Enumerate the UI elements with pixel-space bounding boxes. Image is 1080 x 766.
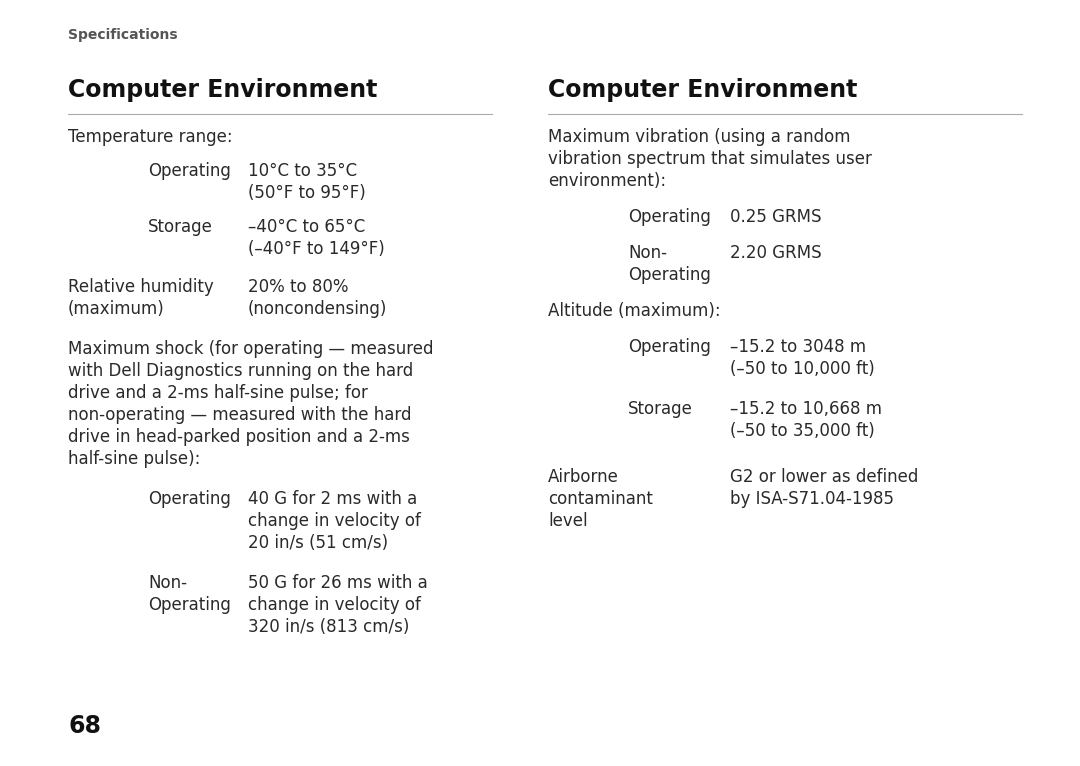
Text: 20 in/s (51 cm/s): 20 in/s (51 cm/s): [248, 534, 388, 552]
Text: 10°C to 35°C: 10°C to 35°C: [248, 162, 357, 180]
Text: (–50 to 10,000 ft): (–50 to 10,000 ft): [730, 360, 875, 378]
Text: contaminant: contaminant: [548, 490, 653, 508]
Text: Computer Environment: Computer Environment: [68, 78, 377, 102]
Text: Operating: Operating: [627, 338, 711, 356]
Text: change in velocity of: change in velocity of: [248, 512, 421, 530]
Text: drive in head-parked position and a 2-ms: drive in head-parked position and a 2-ms: [68, 428, 410, 446]
Text: non-operating — measured with the hard: non-operating — measured with the hard: [68, 406, 411, 424]
Text: Non-: Non-: [627, 244, 667, 262]
Text: Temperature range:: Temperature range:: [68, 128, 232, 146]
Text: (noncondensing): (noncondensing): [248, 300, 388, 318]
Text: 68: 68: [68, 714, 102, 738]
Text: level: level: [548, 512, 588, 530]
Text: Operating: Operating: [148, 162, 231, 180]
Text: vibration spectrum that simulates user: vibration spectrum that simulates user: [548, 150, 872, 168]
Text: with Dell Diagnostics running on the hard: with Dell Diagnostics running on the har…: [68, 362, 414, 380]
Text: Specifications: Specifications: [68, 28, 177, 42]
Text: –40°C to 65°C: –40°C to 65°C: [248, 218, 365, 236]
Text: –15.2 to 10,668 m: –15.2 to 10,668 m: [730, 400, 882, 418]
Text: Maximum vibration (using a random: Maximum vibration (using a random: [548, 128, 851, 146]
Text: environment):: environment):: [548, 172, 666, 190]
Text: G2 or lower as defined: G2 or lower as defined: [730, 468, 918, 486]
Text: (–50 to 35,000 ft): (–50 to 35,000 ft): [730, 422, 875, 440]
Text: (50°F to 95°F): (50°F to 95°F): [248, 184, 366, 202]
Text: Storage: Storage: [148, 218, 213, 236]
Text: 20% to 80%: 20% to 80%: [248, 278, 349, 296]
Text: 2.20 GRMS: 2.20 GRMS: [730, 244, 822, 262]
Text: drive and a 2-ms half-sine pulse; for: drive and a 2-ms half-sine pulse; for: [68, 384, 368, 402]
Text: Operating: Operating: [148, 596, 231, 614]
Text: by ISA-S71.04-1985: by ISA-S71.04-1985: [730, 490, 894, 508]
Text: (–40°F to 149°F): (–40°F to 149°F): [248, 240, 384, 258]
Text: 320 in/s (813 cm/s): 320 in/s (813 cm/s): [248, 618, 409, 636]
Text: –15.2 to 3048 m: –15.2 to 3048 m: [730, 338, 866, 356]
Text: Operating: Operating: [148, 490, 231, 508]
Text: Relative humidity: Relative humidity: [68, 278, 214, 296]
Text: 50 G for 26 ms with a: 50 G for 26 ms with a: [248, 574, 428, 592]
Text: Storage: Storage: [627, 400, 693, 418]
Text: 40 G for 2 ms with a: 40 G for 2 ms with a: [248, 490, 417, 508]
Text: Airborne: Airborne: [548, 468, 619, 486]
Text: Altitude (maximum):: Altitude (maximum):: [548, 302, 720, 320]
Text: change in velocity of: change in velocity of: [248, 596, 421, 614]
Text: Operating: Operating: [627, 266, 711, 284]
Text: half-sine pulse):: half-sine pulse):: [68, 450, 201, 468]
Text: Computer Environment: Computer Environment: [548, 78, 858, 102]
Text: (maximum): (maximum): [68, 300, 165, 318]
Text: Non-: Non-: [148, 574, 187, 592]
Text: 0.25 GRMS: 0.25 GRMS: [730, 208, 822, 226]
Text: Operating: Operating: [627, 208, 711, 226]
Text: Maximum shock (for operating — measured: Maximum shock (for operating — measured: [68, 340, 433, 358]
